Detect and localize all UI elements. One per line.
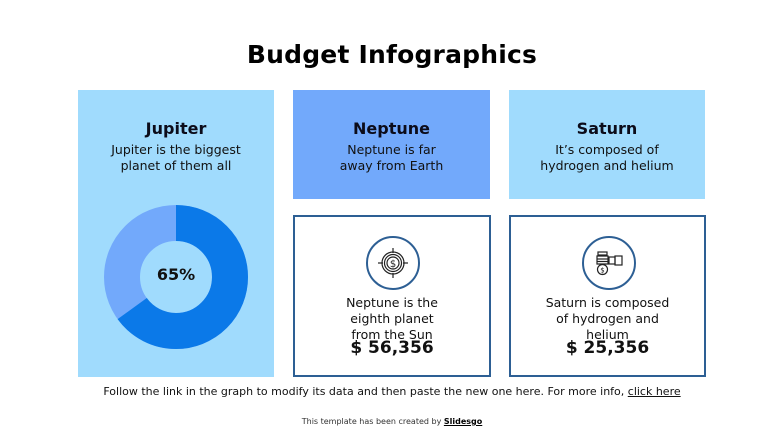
- saturn-budget-desc: Saturn is composed of hydrogen and heliu…: [545, 295, 670, 342]
- footer-note: Follow the link in the graph to modify i…: [0, 385, 784, 398]
- svg-text:$: $: [600, 267, 604, 275]
- hand-money-icon: $: [581, 236, 636, 290]
- neptune-budget-amount: $ 56,356: [350, 338, 434, 358]
- page-title: Budget Infographics: [246, 40, 538, 69]
- donut-chart: [104, 205, 248, 349]
- footer-note-text: Follow the link in the graph to modify i…: [103, 385, 625, 398]
- jupiter-desc: Jupiter is the biggest planet of them al…: [111, 142, 241, 173]
- credit-text: This template has been created by: [301, 417, 442, 426]
- saturn-desc: It’s composed of hydrogen and helium: [540, 142, 674, 173]
- donut-center-label: 65%: [156, 265, 196, 284]
- svg-text:$: $: [390, 259, 396, 270]
- neptune-card: Neptune Neptune is far away from Earth: [293, 90, 490, 199]
- slidesgo-link[interactable]: Slidesgo: [443, 417, 483, 426]
- neptune-desc: Neptune is far away from Earth: [339, 142, 444, 173]
- jupiter-title: Jupiter: [145, 119, 207, 138]
- credit-line: This template has been created by Slides…: [0, 417, 784, 426]
- click-here-link[interactable]: click here: [627, 385, 681, 398]
- neptune-budget-desc: Neptune is the eighth planet from the Su…: [346, 295, 438, 342]
- saturn-title: Saturn: [576, 119, 638, 138]
- target-dollar-icon: $: [366, 236, 420, 290]
- neptune-budget-box: $ Neptune is the eighth planet from the …: [293, 215, 491, 377]
- saturn-budget-amount: $ 25,356: [565, 338, 650, 358]
- neptune-title: Neptune: [353, 119, 430, 138]
- saturn-card: Saturn It’s composed of hydrogen and hel…: [509, 90, 705, 199]
- saturn-budget-box: $ Saturn is composed of hydrogen and hel…: [509, 215, 706, 377]
